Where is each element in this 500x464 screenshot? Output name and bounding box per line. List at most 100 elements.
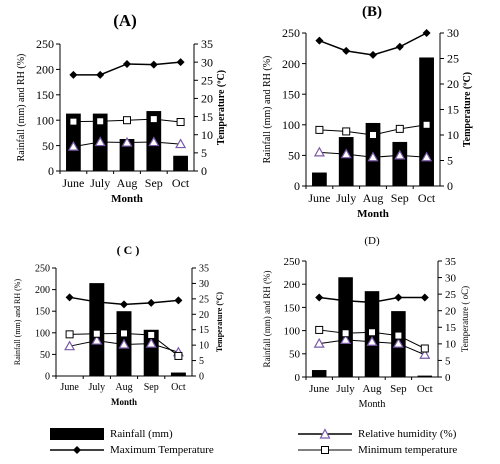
x-tick-label: July (336, 191, 356, 205)
y-tick-label-left: 150 (35, 307, 50, 318)
y-tick-label-right: 5 (445, 355, 451, 367)
y-tick-label-right: 0 (447, 179, 453, 193)
y-tick-label-left: 250 (284, 256, 301, 268)
bar-rainfall (338, 277, 353, 377)
chart-d: (D) 0 50 100 150 200 250 0 5 10 15 20 25 30 35 June July… (262, 235, 470, 410)
legend-label-rh: Relative humidity (%) (358, 428, 457, 440)
point-tmax (395, 42, 404, 51)
y-tick-label-left: 200 (35, 285, 50, 296)
y-tick-label-right: 5 (199, 356, 204, 367)
x-axis-label: Month (359, 399, 386, 410)
point-rh (394, 149, 406, 160)
x-axis-label: Month (357, 208, 389, 220)
x-tick-label: July (88, 382, 105, 393)
x-axis-label: Month (111, 193, 143, 205)
legend-swatch-triangle-line (298, 428, 352, 439)
x-tick-label: July (336, 383, 355, 395)
point-tmax (422, 29, 431, 37)
y-tick-label-left: 250 (282, 26, 300, 40)
point-tmax (120, 300, 128, 309)
point-tmax (69, 70, 78, 79)
y-tick-label-left: 50 (40, 350, 50, 361)
x-tick-label: June (62, 176, 84, 190)
chart-a: (A) 0 50 100 150 200 250 0 5 10 15 20 25 30 35 June July… (16, 11, 227, 205)
y-tick-label-left: 100 (284, 325, 301, 337)
point-tmin (120, 329, 128, 338)
point-tmin (69, 117, 78, 126)
panel-title: (D) (364, 235, 380, 247)
y-tick-label-right: 20 (199, 310, 209, 321)
point-tmax (315, 36, 324, 45)
x-tick-label: Oct (418, 191, 436, 205)
y-tick-label-left: 150 (284, 302, 301, 314)
y-tick-label-left: 50 (288, 149, 300, 163)
y-tick-label-right: 15 (201, 110, 213, 124)
y-axis-label-right: Temperature (ºC) (216, 70, 227, 145)
x-tick-label: Sep (390, 383, 407, 395)
y-tick-label-right: 30 (445, 272, 457, 284)
bar-rainfall (119, 138, 135, 171)
y-tick-label-right: 30 (201, 55, 213, 69)
x-tick-label: Oct (172, 176, 190, 190)
y-tick-label-right: 35 (199, 264, 209, 275)
point-tmin (315, 325, 324, 334)
x-tick-label: Aug (363, 191, 384, 205)
x-tick-label: Sep (144, 382, 159, 393)
y-tick-label-left: 50 (42, 139, 54, 153)
legend-label-tmin: Minimum temperature (358, 444, 458, 456)
point-tmax (342, 46, 351, 55)
point-rh (94, 136, 106, 147)
point-tmin (176, 118, 185, 127)
point-tmin (174, 351, 183, 360)
point-tmin (420, 344, 429, 353)
y-tick-label-right: 20 (447, 77, 459, 91)
y-tick-label-right: 30 (199, 279, 209, 290)
bar-rainfall (170, 372, 186, 376)
point-rh (67, 140, 79, 151)
legend-item-rh: Relative humidity (%) (298, 428, 456, 440)
x-tick-label: Aug (117, 176, 138, 190)
point-tmin (369, 131, 377, 139)
point-tmin (92, 329, 101, 338)
y-tick-label-left: 150 (36, 88, 54, 102)
y-tick-label-left: 0 (294, 179, 300, 193)
y-tick-label-right: 20 (445, 306, 457, 318)
y-tick-label-left: 0 (295, 372, 301, 384)
y-tick-label-left: 0 (48, 164, 54, 178)
point-tmin (96, 117, 105, 126)
x-tick-label: Sep (391, 191, 409, 205)
point-tmax (420, 293, 429, 302)
y-tick-label-left: 100 (35, 328, 50, 339)
point-tmax (174, 296, 183, 305)
x-tick-label: Aug (363, 383, 382, 395)
point-tmax (147, 298, 156, 307)
point-rh (392, 337, 404, 348)
bar-rainfall (338, 137, 354, 186)
legend-label-tmax: Maximum Temperature (110, 444, 214, 456)
point-tmax (369, 50, 377, 59)
y-tick-label-left: 200 (36, 63, 54, 77)
point-tmin (149, 115, 158, 124)
bar-rainfall (392, 141, 408, 186)
point-tmin (65, 330, 74, 339)
point-tmax (92, 297, 101, 306)
y-tick-label-left: 0 (45, 372, 50, 383)
bar-rainfall (417, 375, 433, 377)
x-tick-label: June (309, 383, 329, 395)
point-rh (366, 336, 378, 346)
y-tick-label-right: 20 (201, 92, 213, 106)
point-tmin (394, 331, 403, 340)
y-tick-label-right: 10 (447, 128, 459, 142)
legend-swatch-square-line (298, 446, 352, 454)
y-tick-label-left: 50 (289, 349, 301, 361)
point-tmax (96, 70, 105, 79)
x-tick-label: Oct (417, 383, 433, 395)
y-tick-label-right: 15 (447, 103, 459, 117)
x-tick-label: Sep (145, 176, 163, 190)
panel-title: (B) (362, 4, 382, 20)
point-tmax (149, 60, 158, 69)
legend-label-rainfall: Rainfall (mm) (110, 428, 173, 440)
y-tick-label-right: 25 (445, 289, 457, 301)
point-tmax (368, 298, 376, 307)
point-tmax (315, 293, 324, 302)
